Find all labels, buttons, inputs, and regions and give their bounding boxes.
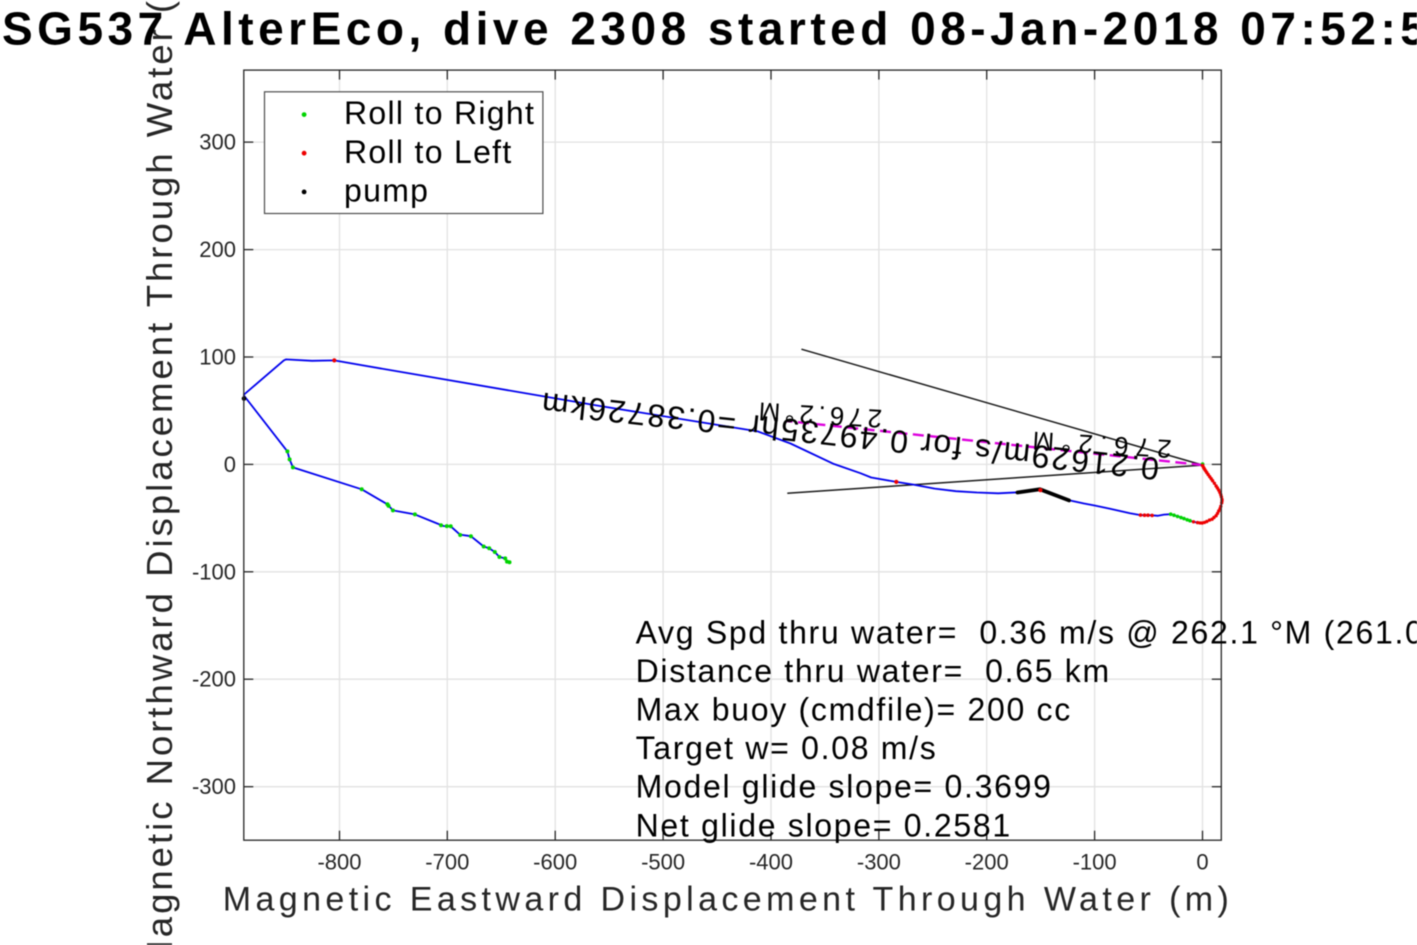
svg-text:Magnetic Northward Displacemen: Magnetic Northward Displacement Through … [139,0,180,945]
svg-text:-200: -200 [192,667,236,692]
svg-text:Roll to Left: Roll to Left [344,134,513,170]
svg-text:Net glide slope= 0.2581: Net glide slope= 0.2581 [636,807,1012,843]
svg-text:100: 100 [199,345,236,370]
svg-text:-300: -300 [857,850,901,875]
svg-text:-100: -100 [1073,850,1117,875]
svg-text:-800: -800 [317,850,361,875]
svg-text:300: 300 [199,130,236,155]
svg-text:-500: -500 [641,850,685,875]
svg-text:pump: pump [344,173,429,209]
svg-text:Avg Spd thru water= 0.36 m/s: Avg Spd thru water= 0.36 m/s @ 262.1 °M … [636,614,1417,650]
svg-text:200: 200 [199,237,236,262]
svg-text:-100: -100 [192,559,236,584]
svg-text:Distance thru water= 0.65 km: Distance thru water= 0.65 km [636,653,1111,689]
svg-text:Model glide slope= 0.3699: Model glide slope= 0.3699 [636,769,1053,805]
svg-text:-400: -400 [749,850,793,875]
svg-text:-700: -700 [425,850,469,875]
svg-text:Max buoy (cmdfile)= 200 cc: Max buoy (cmdfile)= 200 cc [636,692,1072,728]
svg-text:0: 0 [1196,850,1208,875]
svg-text:Target w= 0.08 m/s: Target w= 0.08 m/s [636,730,938,766]
svg-text:SG537 AlterEco, dive 2308 star: SG537 AlterEco, dive 2308 started 08-Jan… [2,3,1417,55]
svg-text:-600: -600 [533,850,577,875]
svg-text:Magnetic Eastward Displacement: Magnetic Eastward Displacement Through W… [223,881,1234,919]
svg-text:0: 0 [224,452,236,477]
svg-text:-300: -300 [192,774,236,799]
svg-text:Roll to Right: Roll to Right [344,95,535,131]
svg-text:-200: -200 [965,850,1009,875]
